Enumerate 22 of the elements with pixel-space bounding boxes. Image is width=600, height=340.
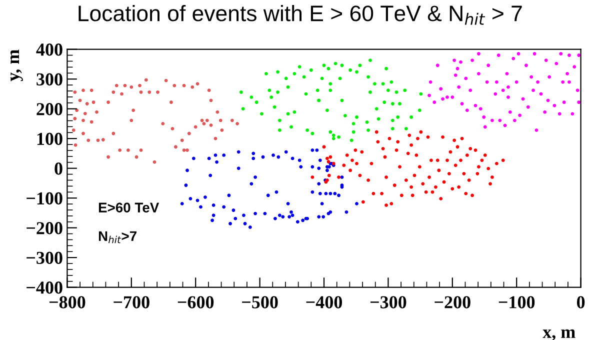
x-tick-label: −400 — [306, 296, 342, 308]
y-tick-label: 300 — [36, 73, 62, 86]
x-tick-label: 0 — [576, 296, 585, 308]
x-tick-label: −700 — [114, 296, 150, 308]
x-tick-label: −100 — [498, 296, 535, 308]
y-tick-label: 200 — [36, 103, 62, 116]
y-tick-label: 400 — [36, 44, 62, 56]
y-tick-label: −400 — [26, 282, 62, 294]
x-tick-label: −300 — [370, 296, 406, 308]
x-tick-label: −500 — [242, 296, 278, 308]
chart-title: Location of events with E > 60 TeV & N$_{hit}$ > 7 — [78, 4, 522, 25]
annotation: E>60 TeV — [98, 202, 160, 212]
x-tick-label: −600 — [178, 296, 214, 308]
annotation: N$_{hit}$>7 — [98, 231, 136, 244]
y-tick-label: 0 — [54, 162, 62, 175]
y-tick-label: 100 — [37, 132, 62, 145]
y-tick-label: −200 — [26, 222, 62, 234]
y-axis-title: y, m — [10, 50, 23, 82]
y-tick-label: −100 — [26, 192, 62, 204]
y-tick-label: −300 — [26, 252, 62, 264]
x-tick-label: −800 — [49, 296, 86, 308]
x-tick-label: −200 — [434, 296, 470, 308]
